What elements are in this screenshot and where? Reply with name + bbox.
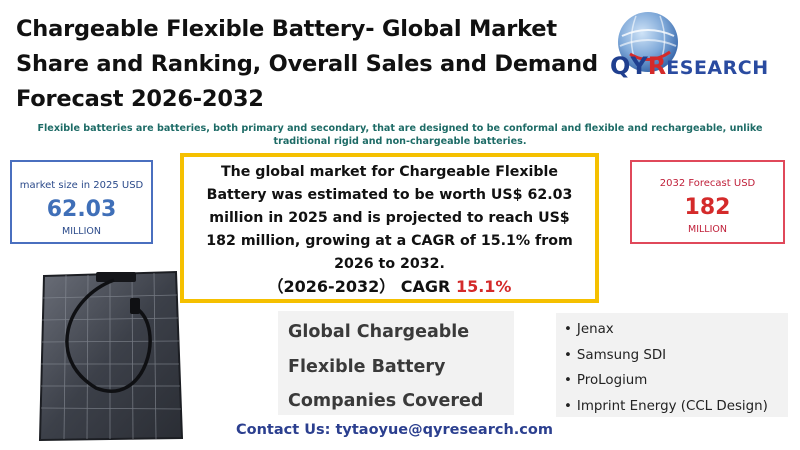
logo-text: QYRESEARCH xyxy=(610,52,769,80)
cagr-line: （2026-2032） CAGR 15.1% xyxy=(184,276,595,298)
title-line-3: Forecast 2026-2032 xyxy=(16,86,264,112)
qyresearch-logo: QYRESEARCH xyxy=(604,8,794,108)
forecast-label: 2032 Forecast USD xyxy=(659,178,756,189)
flexible-solar-battery-image xyxy=(38,270,184,442)
cagr-value: 15.1% xyxy=(455,277,512,296)
title-line-2: Share and Ranking, Overall Sales and Dem… xyxy=(16,51,598,77)
page-title: Chargeable Flexible Battery- Global Mark… xyxy=(16,12,616,117)
market-size-unit: MILLION xyxy=(62,226,101,237)
covered-line-3: Companies Covered xyxy=(288,391,484,411)
companies-covered-heading: Global Chargeable Flexible Battery Compa… xyxy=(278,311,514,415)
forecast-2032-box: 2032 Forecast USD 182 MILLION xyxy=(630,160,785,244)
forecast-unit: MILLION xyxy=(688,224,727,235)
list-item: Jenax xyxy=(564,317,788,343)
contact-info: Contact Us: tytaoyue@qyresearch.com xyxy=(236,422,553,438)
covered-line-2: Flexible Battery xyxy=(288,356,446,377)
title-line-1: Chargeable Flexible Battery- Global Mark… xyxy=(16,16,557,42)
cagr-prefix: （2026-2032） CAGR xyxy=(267,277,451,296)
forecast-value: 182 xyxy=(684,195,731,220)
summary-box: The global market for Chargeable Flexibl… xyxy=(180,153,599,303)
globe-icon xyxy=(618,12,678,72)
market-size-label: market size in 2025 USD xyxy=(19,180,144,191)
list-item: Samsung SDI xyxy=(564,343,788,369)
companies-list: Jenax Samsung SDI ProLogium Imprint Ener… xyxy=(556,313,788,417)
list-item: ProLogium xyxy=(564,368,788,394)
list-item: Imprint Energy (CCL Design) xyxy=(564,394,788,420)
market-size-2025-box: market size in 2025 USD 62.03 MILLION xyxy=(10,160,153,244)
covered-line-1: Global Chargeable xyxy=(288,322,470,342)
summary-text: The global market for Chargeable Flexibl… xyxy=(206,164,573,272)
subtitle: Flexible batteries are batteries, both p… xyxy=(37,123,763,147)
market-size-value: 62.03 xyxy=(46,197,117,222)
